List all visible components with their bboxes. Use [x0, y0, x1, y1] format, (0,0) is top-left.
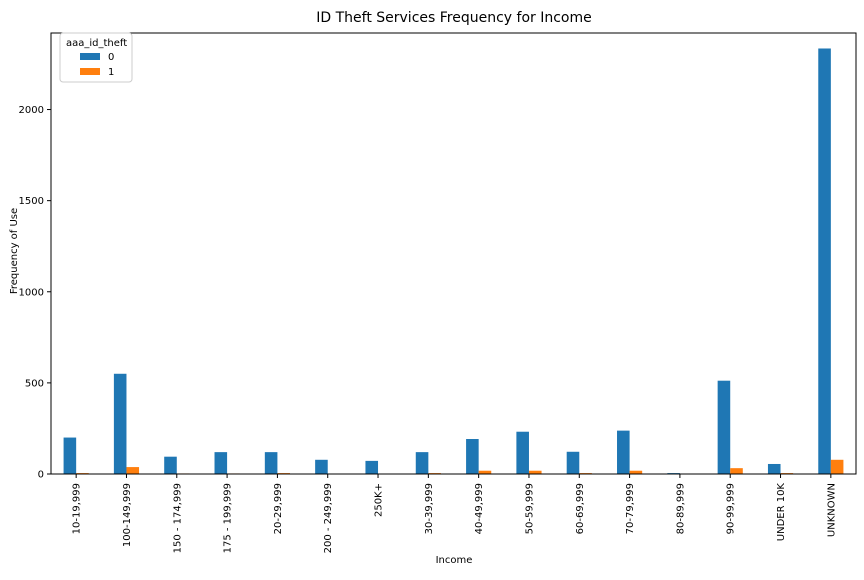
bar-series-0-5: [315, 460, 328, 474]
x-tick-label: 50-59,999: [524, 483, 535, 534]
bar-series-0-2: [164, 457, 177, 474]
bar-series-0-9: [516, 432, 529, 474]
bar-series-0-1: [114, 374, 127, 474]
legend-swatch-0: [80, 53, 100, 60]
bar-series-0-14: [768, 464, 781, 474]
y-tick-label: 1000: [19, 287, 44, 298]
x-tick-label: 90-99,999: [726, 483, 737, 534]
legend-swatch-1: [80, 68, 100, 75]
bar-series-0-3: [215, 452, 228, 474]
y-tick-label: 1500: [19, 196, 44, 207]
x-tick-label: 30-39,999: [424, 483, 435, 534]
y-tick-label: 2000: [19, 105, 44, 116]
y-tick-label: 500: [25, 378, 44, 389]
bar-series-1-15: [831, 460, 844, 474]
x-tick-label: 100-149,999: [122, 483, 133, 547]
x-tick-label: 250K+: [374, 483, 385, 517]
x-tick-label: 20-29,999: [273, 483, 284, 534]
x-tick-label: 60-69,999: [575, 483, 586, 534]
bar-series-0-11: [617, 431, 630, 474]
bar-series-0-15: [818, 48, 831, 474]
x-tick-label: 200 - 249,999: [323, 483, 334, 553]
x-tick-label: 80-89,999: [675, 483, 686, 534]
legend: aaa_id_theft 0 1: [60, 33, 132, 82]
x-tick-label: 40-49,999: [474, 483, 485, 534]
bar-series-0-10: [567, 452, 580, 474]
legend-title: aaa_id_theft: [66, 38, 127, 49]
bar-series-1-13: [730, 468, 743, 474]
bar-series-0-13: [718, 381, 731, 474]
bar-series-0-7: [416, 452, 429, 474]
bar-series-1-1: [126, 467, 139, 474]
bar-series-0-4: [265, 452, 278, 474]
y-axis-label: Frequency of Use: [9, 208, 20, 294]
x-tick-label: 150 - 174,999: [172, 483, 183, 553]
x-axis-label: Income: [436, 555, 473, 566]
legend-label-0: 0: [108, 52, 114, 63]
bar-series-0-8: [466, 439, 479, 474]
x-tick-label: UNKNOWN: [826, 483, 837, 537]
bar-series-0-6: [365, 461, 378, 474]
x-tick-label: 10-19,999: [72, 483, 83, 534]
chart-title: ID Theft Services Frequency for Income: [316, 10, 592, 26]
legend-label-1: 1: [108, 67, 114, 78]
x-tick-label: 70-79,999: [625, 483, 636, 534]
x-tick-label: 175 - 199,999: [223, 483, 234, 553]
x-tick-label: UNDER 10K: [776, 483, 787, 542]
bar-series-0-0: [64, 438, 77, 474]
y-tick-label: 0: [38, 470, 44, 481]
